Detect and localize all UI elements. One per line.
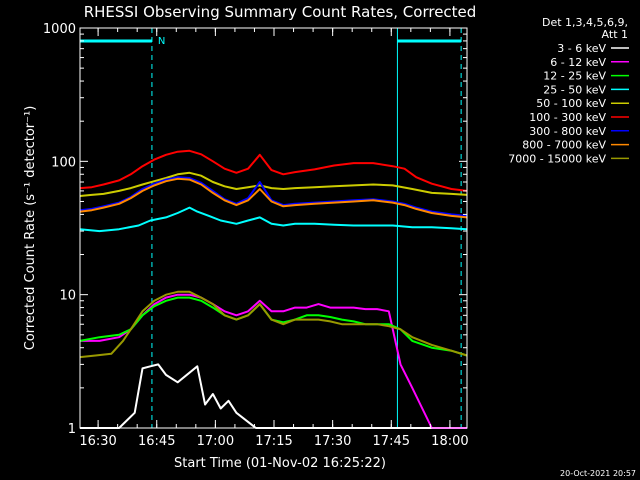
legend-label: 6 - 12 keV bbox=[550, 56, 606, 69]
x-axis: 16:30 16:45 17:00 17:15 17:30 17:45 18:00 bbox=[79, 28, 469, 449]
legend-header-line-2: Att 1 bbox=[602, 28, 628, 41]
y-tick-label: 1000 bbox=[43, 22, 76, 37]
legend-label: 50 - 100 keV bbox=[536, 97, 606, 110]
chart-title: RHESSI Observing Summary Count Rates, Co… bbox=[84, 3, 477, 21]
y-axis-label: Corrected Count Rate (s⁻¹ detector⁻¹) bbox=[23, 106, 38, 351]
y-tick-label: 10 bbox=[59, 289, 76, 304]
x-tick-label: 18:00 bbox=[431, 434, 468, 449]
series-line bbox=[79, 290, 468, 359]
y-tick-label: 100 bbox=[51, 155, 76, 170]
x-tick-label: 17:00 bbox=[197, 434, 234, 449]
series-line bbox=[79, 177, 468, 219]
x-tick-label: 16:30 bbox=[79, 434, 116, 449]
y-axis: 1 10 100 1000 bbox=[43, 22, 467, 437]
time-marker-label: N bbox=[158, 36, 165, 47]
x-tick-label: 16:45 bbox=[138, 434, 175, 449]
y-tick-label: 1 bbox=[68, 422, 76, 437]
x-tick-label: 17:45 bbox=[373, 434, 410, 449]
footer-timestamp: 20-Oct-2021 20:57 bbox=[560, 469, 636, 478]
x-axis-label: Start Time (01-Nov-02 16:25:22) bbox=[174, 456, 386, 471]
legend-label: 800 - 7000 keV bbox=[522, 139, 606, 152]
x-tick-label: 17:30 bbox=[314, 434, 351, 449]
series-line bbox=[79, 149, 468, 192]
series-line bbox=[80, 293, 467, 429]
legend-label: 3 - 6 keV bbox=[557, 42, 606, 55]
series-line bbox=[79, 176, 468, 217]
legend-header-line-1: Det 1,3,4,5,6,9, bbox=[542, 16, 628, 29]
legend-label: 300 - 800 keV bbox=[529, 125, 606, 138]
legend-label: 100 - 300 keV bbox=[529, 111, 606, 124]
plot-frame bbox=[79, 27, 468, 429]
x-tick-label: 17:15 bbox=[255, 434, 292, 449]
legend-label: 7000 - 15000 keV bbox=[508, 152, 606, 165]
series-line bbox=[79, 171, 468, 197]
legend-label: 25 - 50 keV bbox=[543, 83, 606, 96]
series-line bbox=[79, 206, 468, 233]
legend-label: 12 - 25 keV bbox=[543, 70, 606, 83]
